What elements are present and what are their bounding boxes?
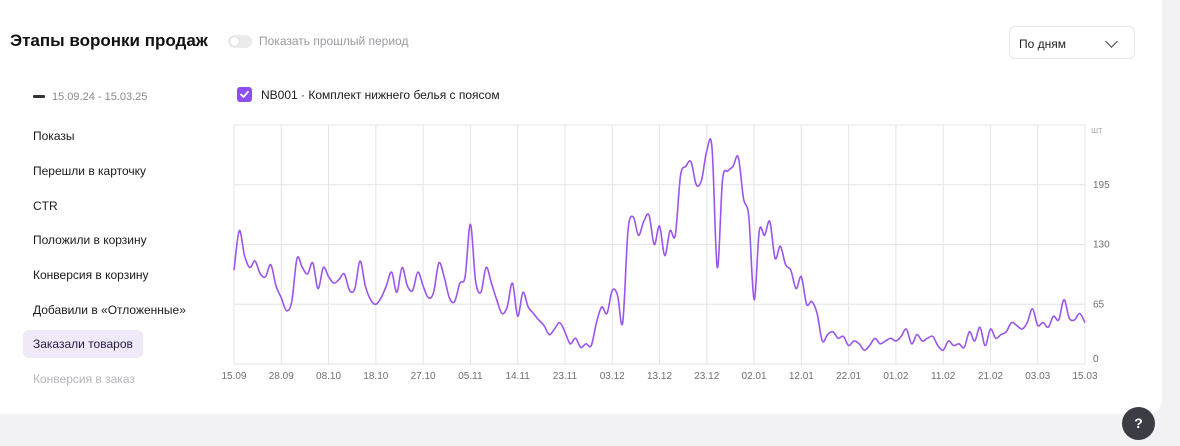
series-label[interactable]: NB001 · Комплект нижнего белья с поясом [261,88,500,102]
x-tick-label: 28.09 [269,371,294,382]
x-tick-label: 14.11 [506,371,531,382]
x-tick-label: 23.12 [694,371,719,382]
y-tick-label: 130 [1093,240,1110,251]
x-tick-label: 13.12 [647,371,672,382]
series-line [233,138,1086,352]
metric-item-ctr[interactable]: CTR [33,199,58,213]
metric-item-added-to-wishlist[interactable]: Добавили в «Отложенные» [33,303,186,317]
help-button[interactable]: ? [1122,407,1155,440]
x-tick-label: 18.10 [363,371,388,382]
x-tick-label: 05.11 [458,371,483,382]
checkmark-icon [240,90,249,98]
metric-item-card-visits[interactable]: Перешли в карточку [33,164,147,178]
x-tick-label: 08.10 [316,371,341,382]
metric-item-ordered-goods[interactable]: Заказали товаров [23,330,143,358]
metric-item-order-conversion[interactable]: Конверсия в заказ [33,372,135,386]
toggle-knob [230,37,239,46]
x-tick-label: 02.01 [742,371,767,382]
y-tick-label: 0 [1093,354,1099,365]
funnel-card: Этапы воронки продаж Показать прошлый пе… [0,0,1162,414]
metric-item-added-to-cart[interactable]: Положили в корзину [33,233,147,247]
period-select-value: По дням [1019,37,1067,51]
metric-item-cart-conversion[interactable]: Конверсия в корзину [33,268,149,282]
series-checkbox[interactable] [237,87,252,102]
x-tick-label: 15.03 [1072,371,1097,382]
metric-item-impressions[interactable]: Показы [33,129,75,143]
legend-dash-icon [33,95,45,98]
y-tick-label: 65 [1093,299,1105,310]
x-tick-label: 11.02 [931,371,956,382]
x-tick-label: 03.03 [1025,371,1050,382]
x-tick-label: 03.12 [600,371,625,382]
period-select[interactable]: По дням [1009,26,1135,59]
card-title: Этапы воронки продаж [10,31,208,50]
x-tick-label: 12.01 [789,371,814,382]
orders-line-chart: 15.09 28.09 08.10 18.10 27.10 05.11 14.11 23.11… [221,124,1110,382]
y-unit-label: шт [1091,125,1102,135]
y-tick-label: 195 [1093,180,1110,191]
x-tick-label: 01.02 [883,371,908,382]
x-tick-label: 15.09 [221,371,246,382]
x-tick-label: 21.02 [978,371,1003,382]
show-previous-period-toggle[interactable] [228,35,252,48]
legend-date-range: 15.09.24 - 15.03.25 [52,91,148,103]
x-tick-label: 27.10 [411,371,436,382]
show-previous-period-label[interactable]: Показать прошлый период [259,34,409,48]
x-tick-label: 23.11 [553,371,578,382]
x-tick-label: 22.01 [836,371,861,382]
